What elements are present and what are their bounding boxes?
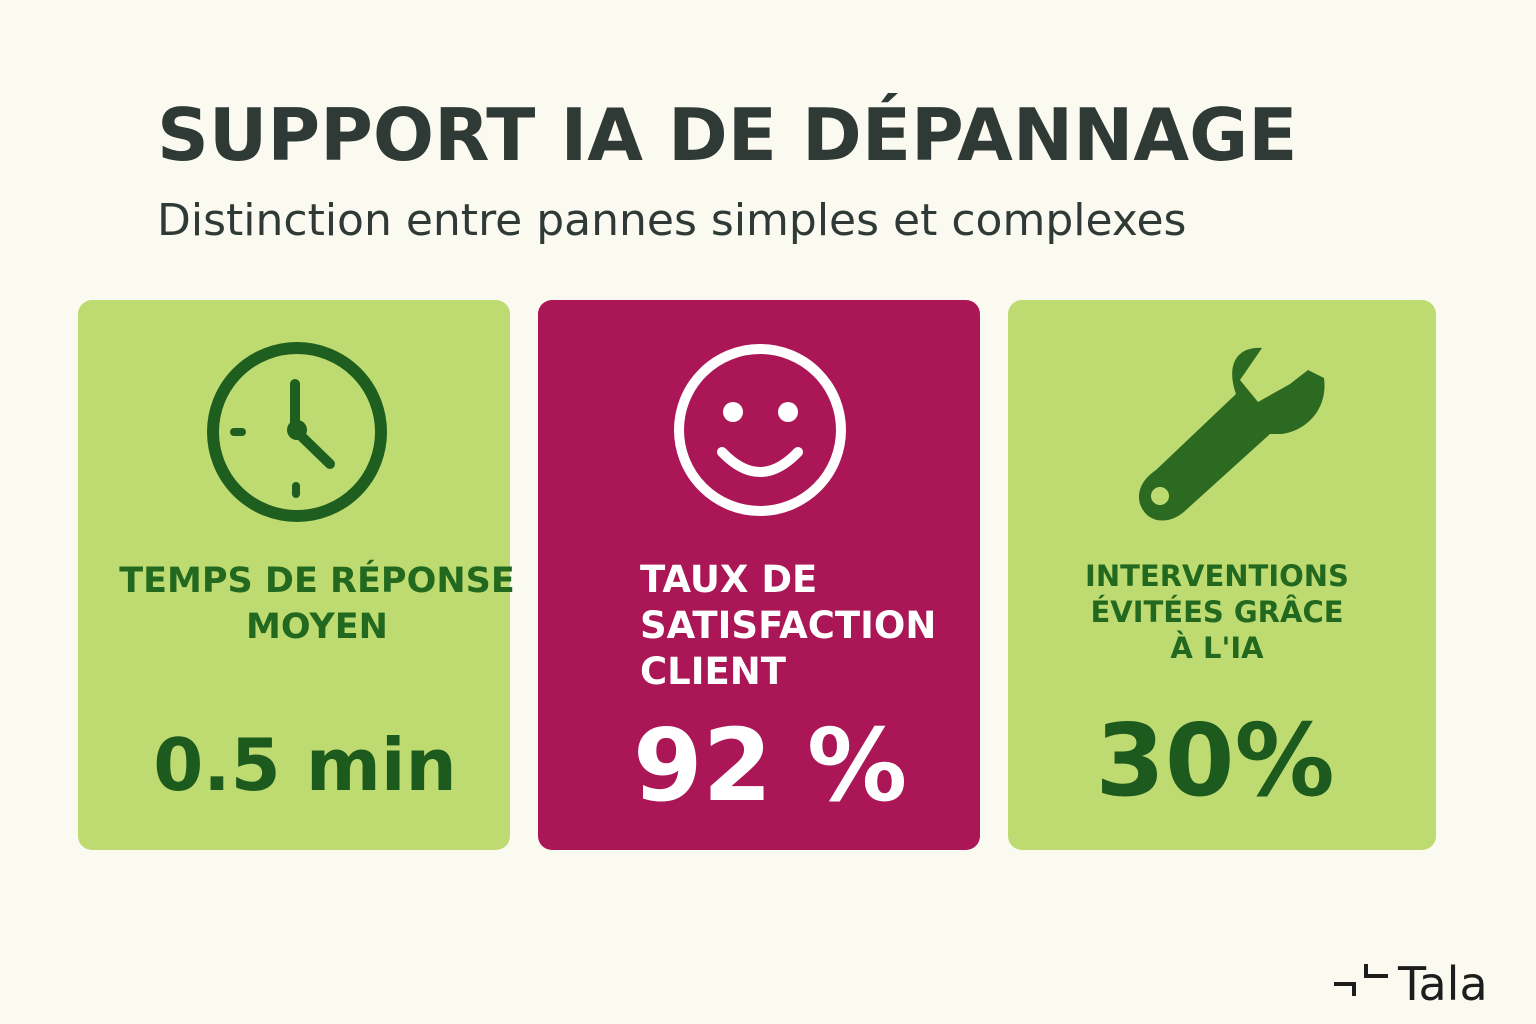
card-value: 92 % xyxy=(633,707,907,824)
card-label: MOYEN xyxy=(246,607,388,647)
card-label: SATISFACTION xyxy=(640,604,936,647)
title: SUPPORT IA DE DÉPANNAGE xyxy=(157,93,1297,177)
card xyxy=(538,300,980,850)
card-value: 30% xyxy=(1095,702,1334,819)
card-label: INTERVENTIONS xyxy=(1085,559,1349,593)
card xyxy=(78,300,510,850)
card-label: TEMPS DE RÉPONSE xyxy=(119,559,514,601)
wrench-icon xyxy=(1138,347,1325,521)
subtitle: Distinction entre pannes simples et comp… xyxy=(157,195,1186,246)
smiley-icon xyxy=(674,344,846,516)
card-label: CLIENT xyxy=(640,650,787,693)
card-label: TAUX DE xyxy=(640,558,817,601)
card-value: 0.5 min xyxy=(153,723,457,807)
logo-mark xyxy=(1334,964,1388,996)
clock-icon xyxy=(207,342,387,522)
card-texts: TEMPS DE RÉPONSE MOYEN 0.5 min TAUX DESATIS… xyxy=(119,558,1349,824)
logo-text: Tala xyxy=(1397,957,1488,1011)
card-label: ÉVITÉES GRÂCE xyxy=(1090,595,1343,629)
card-label: À L'IA xyxy=(1170,631,1264,665)
card xyxy=(1008,300,1436,850)
